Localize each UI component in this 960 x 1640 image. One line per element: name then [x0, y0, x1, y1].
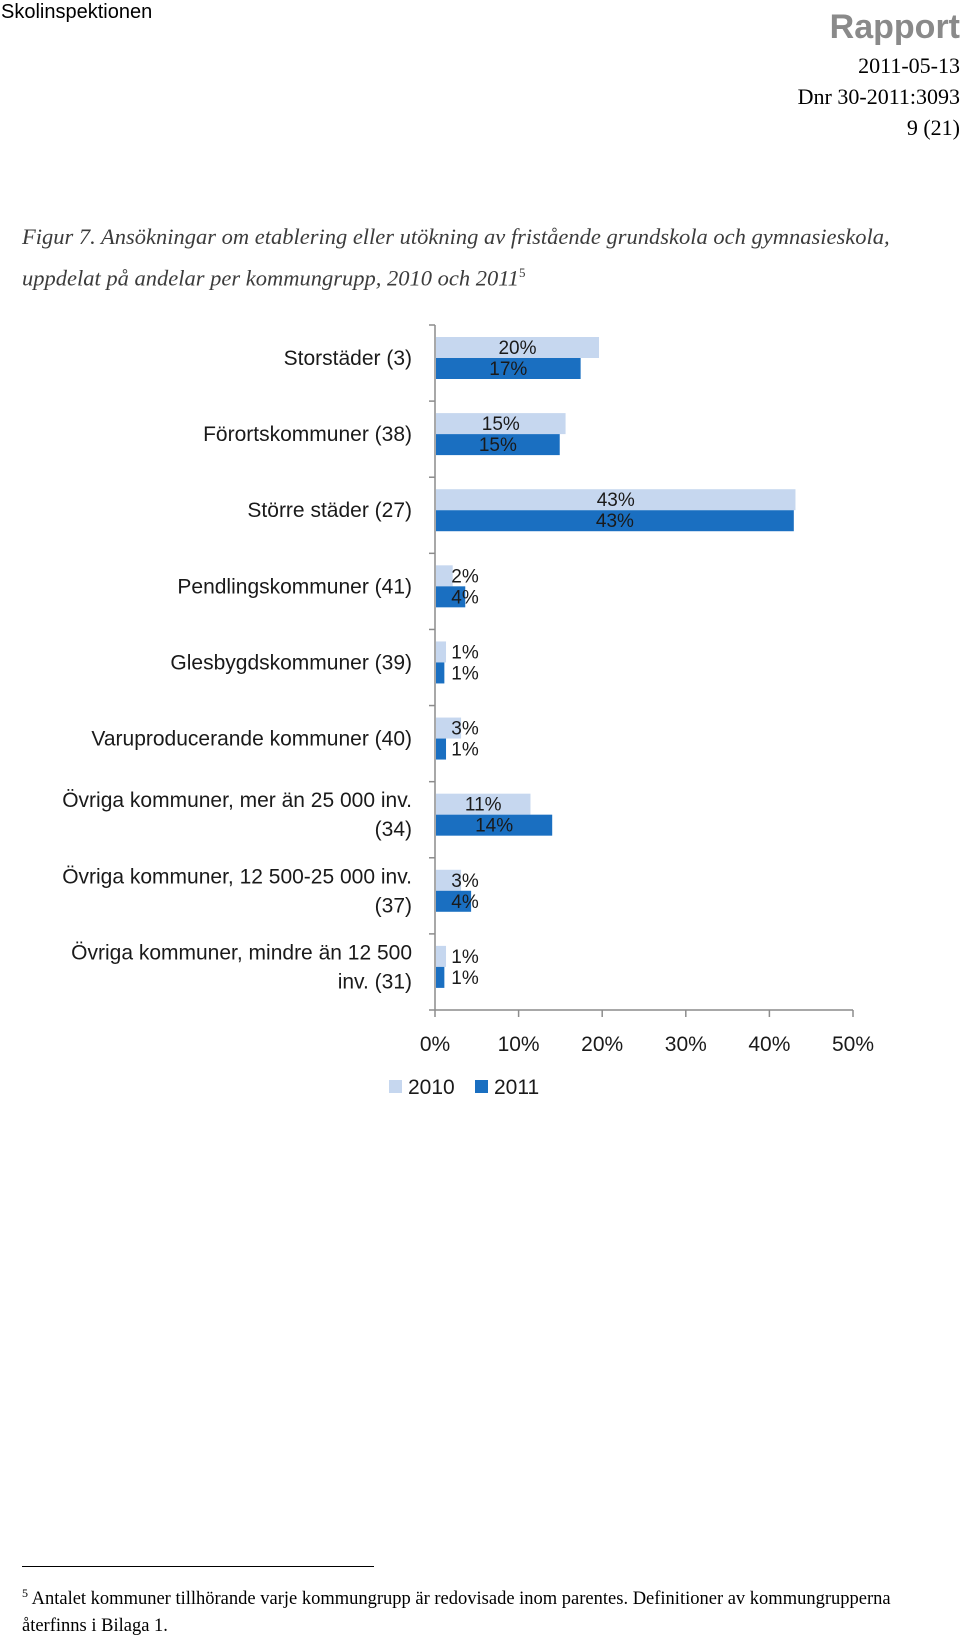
bar-2011 — [436, 814, 553, 836]
bar-2011 — [436, 662, 445, 684]
category-label-line: inv. (31) — [338, 970, 412, 993]
report-title: Rapport — [829, 8, 960, 46]
footnote: 5 Antalet kommuner tillhörande varje kom… — [22, 1580, 952, 1640]
figure-caption-text: Figur 7. Ansökningar om etablering eller… — [22, 224, 890, 291]
category-label: Övriga kommuner, mindre än 12 500 inv. (3… — [71, 941, 412, 993]
bar-2010 — [436, 717, 462, 739]
data-label-2011: 14% — [475, 816, 513, 837]
x-tick-label: 0% — [420, 1033, 450, 1056]
bar-2011 — [436, 586, 466, 608]
category-label-line: (34) — [375, 818, 412, 841]
organization-name: Skolinspektionen — [1, 1, 153, 23]
data-label-2011: 1% — [451, 740, 479, 761]
data-label-2010: 1% — [451, 642, 479, 663]
category-label: Förortskommuner (38) — [203, 423, 412, 446]
category-label-line: Glesbygdskommuner (39) — [170, 651, 412, 674]
x-tick-label: 30% — [665, 1033, 707, 1056]
data-label-2010: 11% — [465, 795, 502, 816]
bar-chart: Storstäder (3) 20%17%Förortskommuner (38)… — [62, 324, 874, 1099]
footnote-number: 5 — [22, 1586, 28, 1600]
category-label: Storstäder (3) — [284, 347, 412, 370]
data-label-2010: 3% — [451, 871, 479, 892]
x-tick-label: 50% — [832, 1033, 874, 1056]
bar-2010 — [436, 337, 600, 358]
category-label-line: Storstäder (3) — [284, 347, 412, 370]
bar-2011 — [436, 510, 794, 532]
figure-caption: Figur 7. Ansökningar om etablering eller… — [22, 219, 957, 297]
x-tick-label: 20% — [581, 1033, 623, 1056]
data-label-2011: 43% — [596, 511, 634, 532]
report-date: 2011-05-13 — [858, 53, 960, 78]
bar-2011 — [436, 358, 581, 379]
data-label-2010: 2% — [451, 566, 479, 587]
bar-2011 — [436, 890, 472, 912]
registration-number: Dnr 30-2011:3093 — [797, 84, 960, 109]
footnote-text: Antalet kommuner tillhörande varje kommu… — [22, 1589, 891, 1637]
category-label: Övriga kommuner, mer än 25 000 inv. (34) — [62, 789, 412, 841]
bar-2011 — [436, 738, 447, 760]
bar-2011 — [436, 966, 445, 988]
legend-label-2011: 2011 — [494, 1076, 539, 1099]
data-label-2010: 15% — [482, 414, 520, 435]
bar-2010 — [436, 869, 462, 891]
data-label-2011: 4% — [451, 892, 479, 913]
bar-2010 — [436, 565, 453, 587]
data-label-2011: 15% — [479, 435, 517, 456]
data-label-2011: 4% — [451, 587, 479, 608]
data-label-2011: 1% — [451, 663, 479, 684]
data-label-2010: 3% — [451, 719, 479, 740]
category-label-line: Varuproducerande kommuner (40) — [91, 728, 412, 751]
data-label-2010: 1% — [451, 947, 479, 968]
category-label-line: Övriga kommuner, mer än 25 000 inv. — [62, 789, 412, 812]
x-tick-label: 40% — [748, 1033, 790, 1056]
page-number: 9 (21) — [906, 115, 960, 140]
footnote-divider — [22, 1566, 374, 1567]
category-label: Pendlingskommuner (41) — [177, 575, 412, 598]
bar-2010 — [436, 945, 447, 967]
data-label-2011: 17% — [489, 359, 527, 380]
bar-2010 — [436, 793, 531, 815]
x-tick-label: 10% — [498, 1033, 540, 1056]
category-label-line: Större städer (27) — [247, 499, 412, 522]
data-label-2010: 20% — [498, 338, 536, 359]
bar-2011 — [436, 434, 560, 456]
category-label-line: Övriga kommuner, 12 500-25 000 inv. — [62, 865, 412, 888]
category-label: Glesbygdskommuner (39) — [170, 651, 412, 674]
category-label-line: Övriga kommuner, mindre än 12 500 — [71, 941, 412, 964]
category-label-line: Pendlingskommuner (41) — [177, 575, 412, 598]
legend-label-2010: 2010 — [408, 1076, 455, 1099]
category-label: Övriga kommuner, 12 500-25 000 inv. (37) — [62, 865, 412, 917]
legend-swatch-2010 — [389, 1080, 402, 1093]
category-label-line: (37) — [375, 894, 412, 917]
bar-2010 — [436, 641, 447, 663]
footnote-reference: 5 — [519, 265, 526, 280]
category-label: Varuproducerande kommuner (40) — [91, 728, 412, 751]
category-label: Större städer (27) — [247, 499, 412, 522]
data-label-2010: 43% — [597, 490, 635, 511]
legend-swatch-2011 — [475, 1080, 488, 1093]
data-label-2011: 1% — [451, 968, 479, 989]
bar-2010 — [436, 413, 566, 435]
category-label-line: Förortskommuner (38) — [203, 423, 412, 446]
report-header: Rapport 2011-05-13 Dnr 30-2011:3093 9 (2… — [560, 4, 960, 143]
bar-2010 — [436, 489, 796, 511]
